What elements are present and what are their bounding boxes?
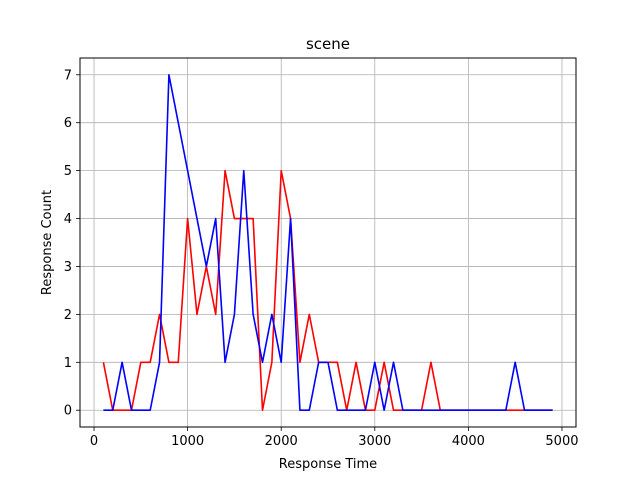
y-tick-label: 4 — [64, 212, 72, 227]
grid — [80, 58, 576, 427]
x-tick-label: 3000 — [358, 434, 391, 449]
x-tick-label: 5000 — [545, 434, 578, 449]
y-axis-title: Response Count — [40, 190, 55, 295]
plot-area-frame — [79, 57, 577, 428]
x-tick-label: 4000 — [452, 434, 485, 449]
series-line-2 — [103, 73, 553, 412]
y-tick-label: 1 — [64, 356, 72, 371]
y-tick-label: 7 — [64, 68, 72, 83]
y-tick-label: 0 — [64, 404, 72, 419]
y-tick-label: 2 — [64, 308, 72, 323]
y-tick-label: 3 — [64, 260, 72, 275]
y-tick-label: 6 — [64, 116, 72, 131]
series-lines — [102, 73, 553, 412]
x-tick-label: 1000 — [171, 434, 204, 449]
x-axis-title: Response Time — [279, 457, 377, 472]
chart-title: scene — [306, 35, 350, 53]
x-axis-ticks: 0 1000 2000 3000 4000 5000 — [90, 427, 579, 449]
x-tick-label: 2000 — [265, 434, 298, 449]
y-tick-label: 5 — [64, 164, 72, 179]
x-tick-label: 0 — [90, 434, 98, 449]
y-axis-ticks: 0 1 2 3 4 5 6 7 — [64, 68, 80, 419]
